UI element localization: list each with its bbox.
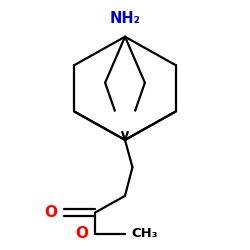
Text: NH₂: NH₂ xyxy=(110,10,140,26)
Text: O: O xyxy=(44,205,57,220)
Text: O: O xyxy=(76,226,89,242)
Text: CH₃: CH₃ xyxy=(131,228,158,240)
